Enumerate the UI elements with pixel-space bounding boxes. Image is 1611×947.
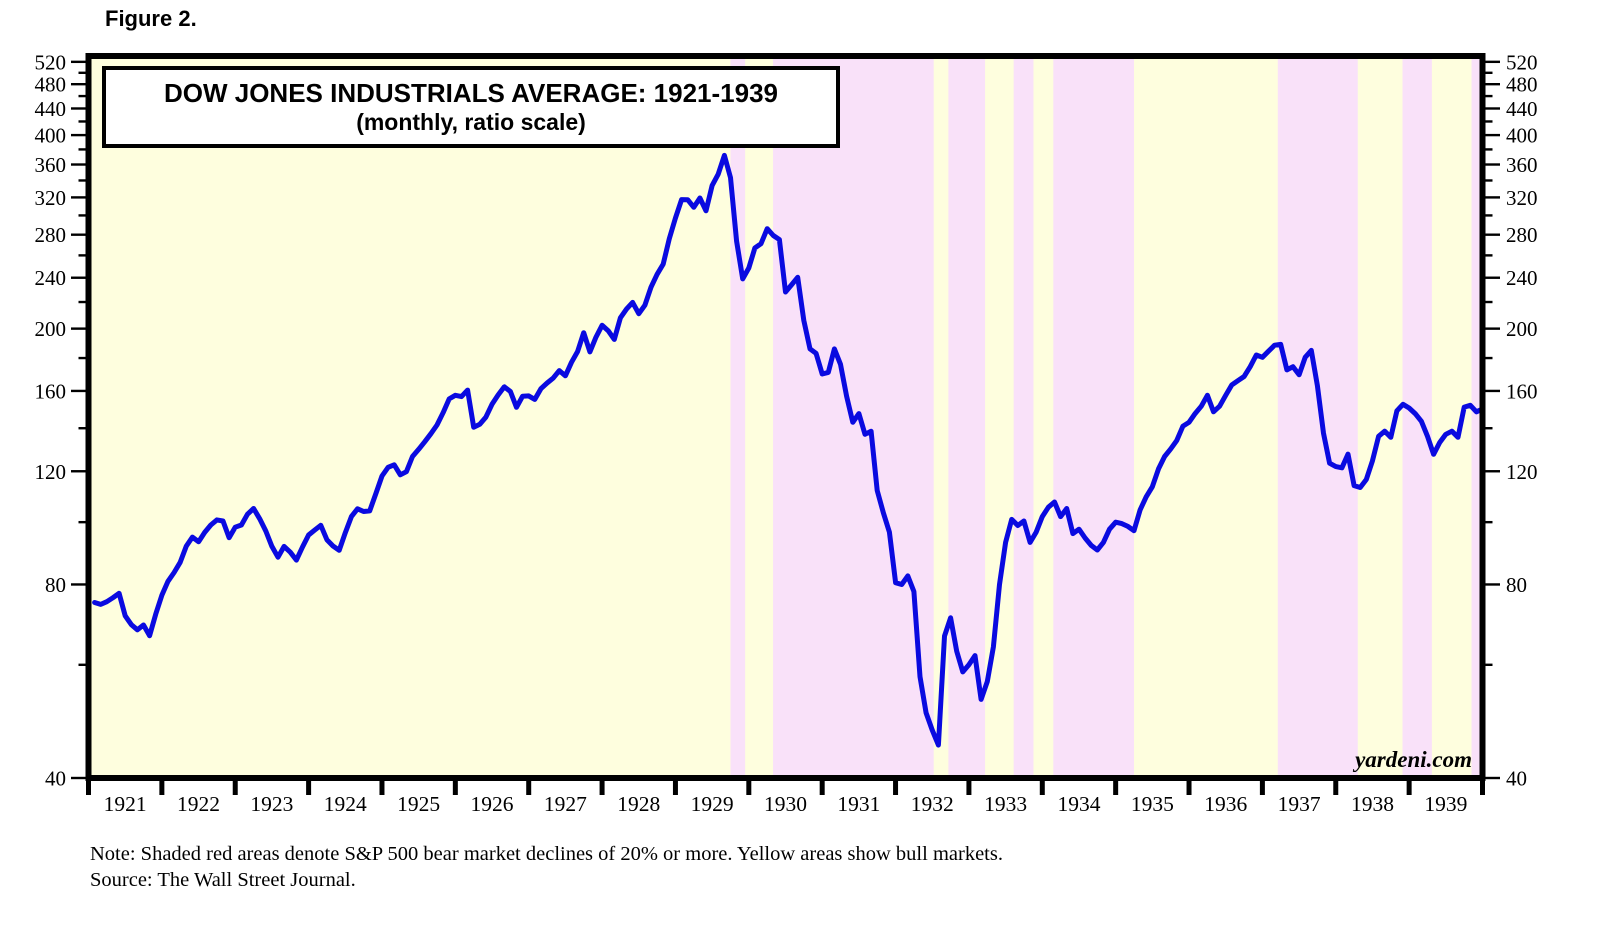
djia-series-line [92, 152, 1483, 748]
watermark-yardeni: yardeni.com [1355, 747, 1472, 772]
axes: 40 40 80 80 120 120 160 160 200 200 240 240 280 280 32… [35, 50, 1538, 816]
footnote-block: Note: Shaded red areas denote S&P 500 be… [90, 841, 1003, 893]
x-axis-label-year: 1923 [250, 792, 293, 816]
bear-market-band [1277, 56, 1358, 778]
source-line: Source: The Wall Street Journal. [90, 869, 356, 891]
x-axis-label-year: 1925 [397, 792, 440, 816]
y-axis-label-left: 160 [35, 379, 67, 403]
x-axis-label-year: 1930 [764, 792, 807, 816]
bear-market-band [948, 56, 986, 778]
x-axis-label-year: 1932 [911, 792, 954, 816]
x-axis-label-year: 1921 [104, 792, 147, 816]
x-axis-label-year: 1924 [324, 792, 367, 816]
x-axis-label-year: 1928 [617, 792, 660, 816]
figure-label: Figure 2. [105, 6, 197, 31]
y-axis-label-left: 520 [35, 50, 67, 74]
chart-title-box: DOW JONES INDUSTRIALS AVERAGE: 1921-1939… [102, 66, 840, 148]
y-axis-label-right: 80 [1506, 573, 1527, 597]
x-axis-label-year: 1933 [984, 792, 1027, 816]
y-axis-label-right: 440 [1506, 97, 1538, 121]
y-axis-label-right: 520 [1506, 50, 1538, 74]
y-axis-label-left: 200 [35, 317, 67, 341]
y-axis-label-right: 320 [1506, 186, 1538, 210]
bear-market-band [1471, 56, 1483, 778]
chart-subtitle: (monthly, ratio scale) [356, 109, 586, 135]
y-axis-label-left: 320 [35, 186, 67, 210]
y-axis-label-left: 440 [35, 97, 67, 121]
y-axis-label-right: 400 [1506, 124, 1538, 148]
y-axis-label-right: 240 [1506, 266, 1538, 290]
y-axis-label-right: 200 [1506, 317, 1538, 341]
y-axis-label-right: 280 [1506, 223, 1538, 247]
y-axis-label-left: 120 [35, 460, 67, 484]
x-axis-label-year: 1934 [1057, 792, 1100, 816]
y-axis-label-left: 480 [35, 73, 67, 97]
y-axis-label-right: 40 [1506, 767, 1527, 791]
bear-market-band [1053, 56, 1134, 778]
y-axis-label-right: 360 [1506, 153, 1538, 177]
djia-line [92, 152, 1483, 748]
x-axis-label-year: 1929 [691, 792, 734, 816]
x-axis-label-year: 1931 [837, 792, 880, 816]
x-axis-label-year: 1936 [1204, 792, 1247, 816]
x-axis-label-year: 1922 [177, 792, 220, 816]
y-axis-label-left: 400 [35, 124, 67, 148]
y-axis-label-left: 360 [35, 153, 67, 177]
x-axis-label-year: 1938 [1351, 792, 1394, 816]
x-axis-label-year: 1937 [1278, 792, 1321, 816]
plot-border [85, 53, 1486, 781]
chart-title: DOW JONES INDUSTRIALS AVERAGE: 1921-1939 [163, 78, 779, 108]
bear-market-band [1013, 56, 1034, 778]
y-axis-label-left: 80 [45, 573, 66, 597]
x-axis-label-year: 1927 [544, 792, 587, 816]
bear-market-band [730, 56, 746, 778]
market-shading-bands [88, 56, 1483, 778]
y-axis-label-left: 40 [45, 767, 66, 791]
x-axis-label-year: 1926 [471, 792, 514, 816]
note-line: Note: Shaded red areas denote S&P 500 be… [90, 843, 1003, 865]
y-axis-label-right: 120 [1506, 460, 1538, 484]
y-axis-label-left: 240 [35, 266, 67, 290]
y-axis-label-left: 280 [35, 223, 67, 247]
x-axis-label-year: 1939 [1424, 792, 1467, 816]
x-axis-label-year: 1935 [1131, 792, 1174, 816]
y-axis-label-right: 480 [1506, 73, 1538, 97]
y-axis-label-right: 160 [1506, 379, 1538, 403]
